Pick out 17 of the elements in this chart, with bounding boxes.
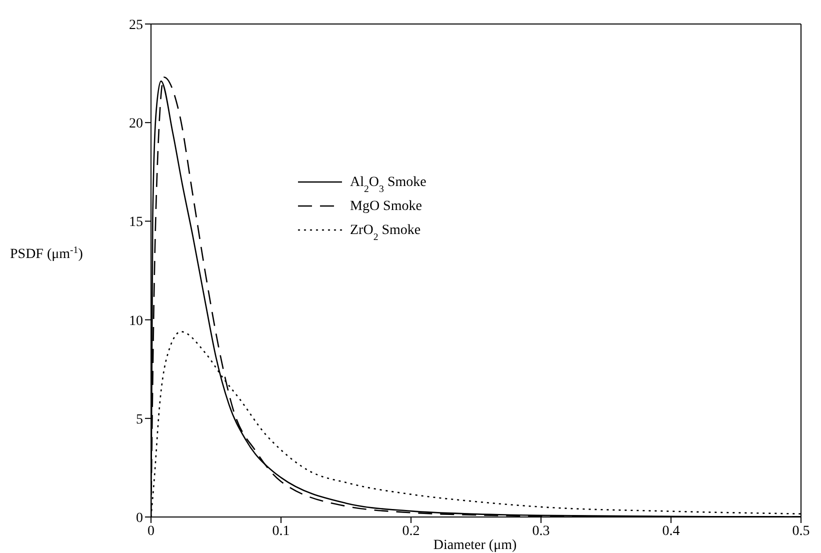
legend-label: Al$_{2}$O$_{3}$ Smoke — [350, 175, 426, 194]
y-tick-label: 10 — [129, 314, 143, 329]
x-tick-label: 0.5 — [792, 524, 810, 539]
y-tick-label: 20 — [129, 116, 143, 132]
y-tick-label: 5 — [136, 412, 143, 428]
x-tick-label: 0.4 — [662, 524, 680, 539]
x-axis-title: Diameter (μm) — [433, 538, 517, 553]
y-tick-label: 15 — [129, 215, 143, 230]
x-tick-label: 0.3 — [532, 524, 550, 539]
y-axis-title: PSDF (μm$^{-1}$) — [10, 244, 84, 262]
x-tick-label: 0 — [148, 524, 154, 539]
y-tick-label: 0 — [136, 510, 143, 526]
x-tick-label: 0.2 — [402, 524, 420, 539]
legend-label: ZrO$_{2}$ Smoke — [350, 223, 421, 242]
x-tick-label: 0.1 — [272, 524, 290, 539]
y-tick-label: 25 — [129, 18, 143, 33]
legend-label: MgO Smoke — [350, 199, 422, 214]
